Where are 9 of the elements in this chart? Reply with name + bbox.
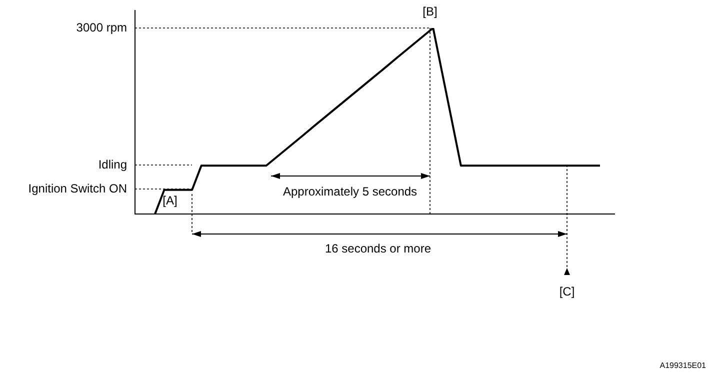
text: [C] — [559, 284, 575, 298]
annotation: [A] — [162, 193, 178, 208]
text: Ignition Switch ON — [28, 181, 127, 196]
text: 3000 rpm — [76, 20, 127, 34]
annotation: Approximately 5 seconds — [282, 184, 418, 198]
text: [B] — [422, 4, 438, 18]
text: Idling — [98, 157, 127, 172]
text: 16 seconds or more — [324, 241, 432, 256]
text: A199315E01 — [660, 361, 707, 370]
